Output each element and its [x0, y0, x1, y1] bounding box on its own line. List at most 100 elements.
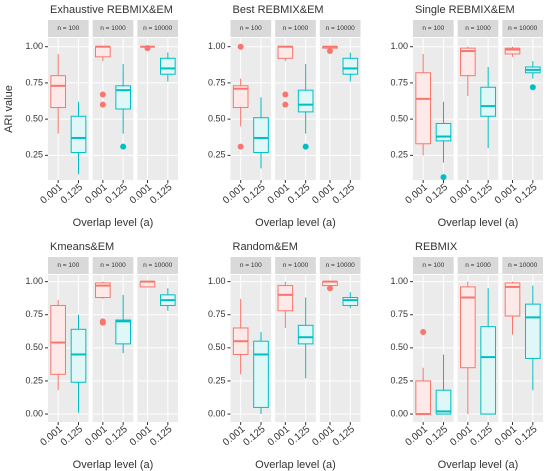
x-tick-label: 0.001 — [128, 182, 155, 207]
x-tick-label: 0.001 — [404, 424, 431, 449]
box — [415, 72, 431, 145]
x-tick-label: 0.001 — [448, 182, 475, 207]
x-tick-label: 0.125 — [286, 182, 313, 207]
x-axis-label: Overlap level (a) — [73, 459, 154, 471]
facet-label: n = 1000 — [283, 25, 309, 32]
x-tick-label: 0.001 — [310, 424, 337, 449]
x-tick-label: 0.125 — [241, 424, 268, 449]
panel-background — [48, 38, 89, 180]
box — [342, 57, 359, 75]
box — [160, 57, 176, 75]
box — [70, 115, 87, 153]
outlier — [237, 143, 244, 150]
panel-title: Single REBMIX&EM — [415, 4, 515, 16]
facet-label: n = 1000 — [283, 262, 309, 269]
x-tick-label: 0.125 — [286, 424, 313, 449]
facet-label: n = 10000 — [508, 25, 537, 32]
x-tick-label: 0.001 — [128, 424, 155, 449]
y-tick-label: 1.00 — [25, 41, 43, 51]
x-tick-label: 0.001 — [221, 182, 248, 207]
facet-strip — [319, 20, 361, 37]
x-tick-label: 0.125 — [148, 424, 175, 449]
facet-label: n = 1000 — [100, 262, 126, 269]
facet-label: n = 100 — [240, 25, 262, 32]
box — [342, 297, 359, 306]
box — [504, 282, 521, 317]
x-tick-label: 0.125 — [513, 424, 540, 449]
y-tick-label: 0.75 — [390, 77, 408, 87]
facet-strip — [457, 257, 499, 274]
facet-label: n = 100 — [240, 262, 262, 269]
box — [525, 303, 541, 359]
box — [50, 304, 66, 375]
y-tick-label: 0.50 — [208, 342, 226, 352]
outlier — [282, 101, 289, 108]
y-tick-label: 0.25 — [208, 150, 226, 160]
x-tick-label: 0.125 — [513, 182, 540, 207]
box — [460, 286, 476, 369]
x-tick-label: 0.001 — [266, 182, 293, 207]
y-tick-label: 0.75 — [25, 309, 43, 319]
facet-strip — [48, 20, 89, 37]
y-tick-label: 0.25 — [390, 150, 408, 160]
outlier — [327, 285, 333, 292]
y-tick-label: 0.00 — [208, 408, 226, 418]
y-tick-label: 0.25 — [208, 375, 226, 385]
outlier — [529, 84, 536, 91]
outlier — [327, 48, 333, 55]
outlier — [302, 143, 309, 150]
facet-strip — [92, 257, 134, 274]
x-tick-label: 0.001 — [266, 424, 293, 449]
x-tick-label: 0.001 — [83, 424, 110, 449]
y-tick-label: 0.75 — [208, 309, 226, 319]
box — [504, 47, 521, 55]
box — [480, 86, 496, 117]
box — [435, 389, 452, 415]
x-tick-label: 0.125 — [104, 182, 131, 207]
x-tick-label: 0.001 — [493, 182, 520, 207]
y-tick-label: 0.50 — [390, 342, 408, 352]
facet-strip — [319, 257, 361, 274]
x-tick-label: 0.125 — [424, 182, 451, 207]
x-tick-label: 0.125 — [331, 424, 358, 449]
y-tick-label: 1.00 — [208, 41, 226, 51]
facet-label: n = 10000 — [508, 262, 537, 269]
facet-strip — [137, 20, 178, 37]
facet-strip — [457, 20, 499, 37]
y-tick-label: 0.75 — [390, 309, 408, 319]
outlier — [420, 328, 427, 335]
facet-strip — [230, 257, 272, 274]
x-tick-label: 0.125 — [469, 424, 496, 449]
x-tick-label: 0.125 — [148, 182, 175, 207]
box — [277, 285, 294, 312]
outlier — [99, 319, 106, 326]
x-tick-label: 0.001 — [310, 182, 337, 207]
facet-strip — [275, 20, 316, 37]
facet-strip — [92, 20, 134, 37]
y-tick-label: 0.00 — [390, 408, 408, 418]
y-tick-label: 0.50 — [208, 114, 226, 124]
facet-strip — [413, 257, 454, 274]
x-tick-label: 0.125 — [469, 182, 496, 207]
box — [297, 324, 314, 345]
facet-label: n = 1000 — [465, 25, 491, 32]
box — [460, 47, 476, 77]
x-axis-label: Overlap level (a) — [438, 459, 519, 471]
box — [480, 326, 496, 415]
x-tick-label: 0.125 — [59, 424, 86, 449]
y-tick-label: 1.00 — [390, 276, 408, 286]
y-tick-label: 0.50 — [25, 114, 43, 124]
y-tick-label: 1.00 — [25, 276, 43, 286]
x-axis-label: Overlap level (a) — [255, 459, 336, 471]
y-tick-label: 0.25 — [390, 375, 408, 385]
facet-strip — [137, 257, 178, 274]
facet-label: n = 10000 — [326, 25, 355, 32]
facet-strip — [48, 257, 89, 274]
panel-background — [230, 38, 272, 180]
facet-label: n = 100 — [57, 262, 79, 269]
x-tick-label: 0.125 — [59, 182, 86, 207]
y-tick-label: 1.00 — [208, 276, 226, 286]
x-tick-label: 0.125 — [241, 182, 268, 207]
facet-label: n = 10000 — [143, 25, 172, 32]
facet-label: n = 10000 — [326, 262, 355, 269]
